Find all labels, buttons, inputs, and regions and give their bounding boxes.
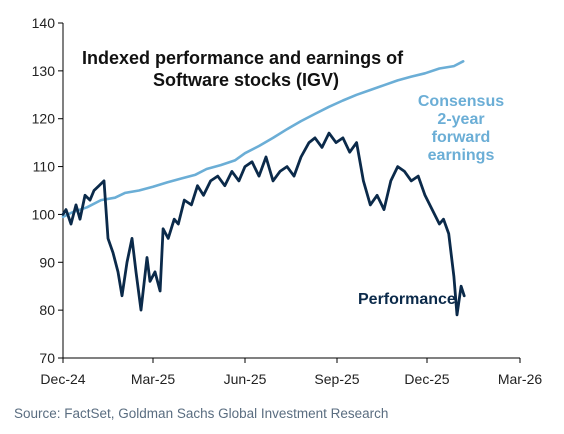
consensus-series-label: Consensus 2-year forward earnings: [418, 93, 504, 164]
x-tick-label: Jun-25: [224, 371, 267, 387]
y-tick-label: 130: [32, 63, 56, 79]
y-tick-label: 120: [32, 111, 56, 127]
y-tick-label: 90: [39, 254, 55, 270]
chart-title-line-1: Indexed performance and earnings of: [82, 48, 404, 68]
y-tick-label: 110: [33, 159, 56, 175]
x-tick-label: Mar-25: [131, 371, 176, 387]
performance-series-label: Performance: [358, 291, 456, 308]
consensus-label-line-3: forward: [432, 129, 491, 146]
x-tick-label: Mar-26: [498, 371, 543, 387]
consensus-earnings-line: [61, 59, 465, 219]
chart-title-line-2: Software stocks (IGV): [153, 70, 339, 90]
x-tick-label: Dec-25: [404, 371, 449, 387]
consensus-label-line-1: Consensus: [418, 93, 504, 110]
x-tick-label: Sep-25: [314, 371, 359, 387]
y-tick-label: 100: [32, 206, 56, 222]
x-tick-label: Dec-24: [40, 371, 85, 387]
series-layer: [61, 59, 466, 317]
consensus-label-line-4: earnings: [428, 147, 495, 164]
performance-line: [61, 131, 466, 317]
y-axis: 70 80 90 100 110 120 130 140: [32, 15, 64, 366]
source-note: Source: FactSet, Goldman Sachs Global In…: [14, 406, 389, 421]
y-tick-label: 140: [32, 15, 56, 31]
y-tick-label: 80: [39, 302, 55, 318]
y-tick-label: 70: [39, 350, 55, 366]
consensus-label-line-2: 2-year: [437, 111, 484, 128]
x-axis: Dec-24 Mar-25 Jun-25 Sep-25 Dec-25 Mar-26: [40, 357, 543, 387]
